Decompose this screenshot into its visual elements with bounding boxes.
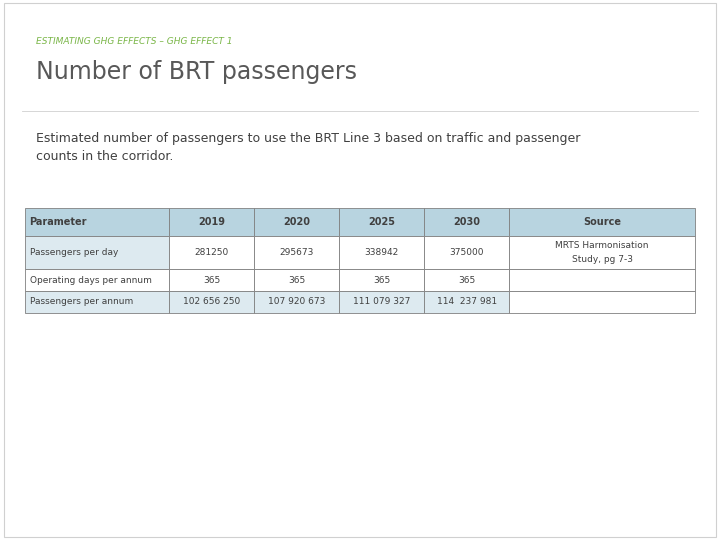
Text: Study, pg 7-3: Study, pg 7-3 [572, 255, 633, 264]
Text: Number of BRT passengers: Number of BRT passengers [36, 60, 357, 84]
Text: Parameter: Parameter [30, 217, 87, 227]
Text: 338942: 338942 [364, 248, 399, 257]
Text: Source: Source [583, 217, 621, 227]
Text: 114  237 981: 114 237 981 [437, 298, 497, 306]
Text: C40: C40 [641, 28, 682, 47]
Text: 365: 365 [288, 276, 305, 285]
Text: MRTS Harmonisation: MRTS Harmonisation [555, 241, 649, 250]
Text: 365: 365 [373, 276, 390, 285]
Text: Operating days per annum: Operating days per annum [30, 276, 151, 285]
Text: CITIES: CITIES [636, 57, 686, 71]
Text: 295673: 295673 [279, 248, 314, 257]
Text: 365: 365 [203, 276, 220, 285]
Text: ESTIMATING GHG EFFECTS – GHG EFFECT 1: ESTIMATING GHG EFFECTS – GHG EFFECT 1 [36, 37, 233, 46]
Text: 111 079 327: 111 079 327 [353, 298, 410, 306]
Text: 375000: 375000 [449, 248, 484, 257]
Text: 102 656 250: 102 656 250 [183, 298, 240, 306]
Text: Passengers per annum: Passengers per annum [30, 298, 132, 306]
Text: 365: 365 [458, 276, 475, 285]
Text: 281250: 281250 [194, 248, 229, 257]
Text: 2030: 2030 [454, 217, 480, 227]
Text: 2020: 2020 [283, 217, 310, 227]
Text: 2019: 2019 [198, 217, 225, 227]
Text: Passengers per day: Passengers per day [30, 248, 118, 257]
Text: 2025: 2025 [368, 217, 395, 227]
Text: C A P I T A L  &  L E A D E R S H I P  G R O U P: C A P I T A L & L E A D E R S H I P G R … [617, 85, 706, 89]
Text: 107 920 673: 107 920 673 [268, 298, 325, 306]
Text: Estimated number of passengers to use the BRT Line 3 based on traffic and passen: Estimated number of passengers to use th… [36, 132, 580, 163]
